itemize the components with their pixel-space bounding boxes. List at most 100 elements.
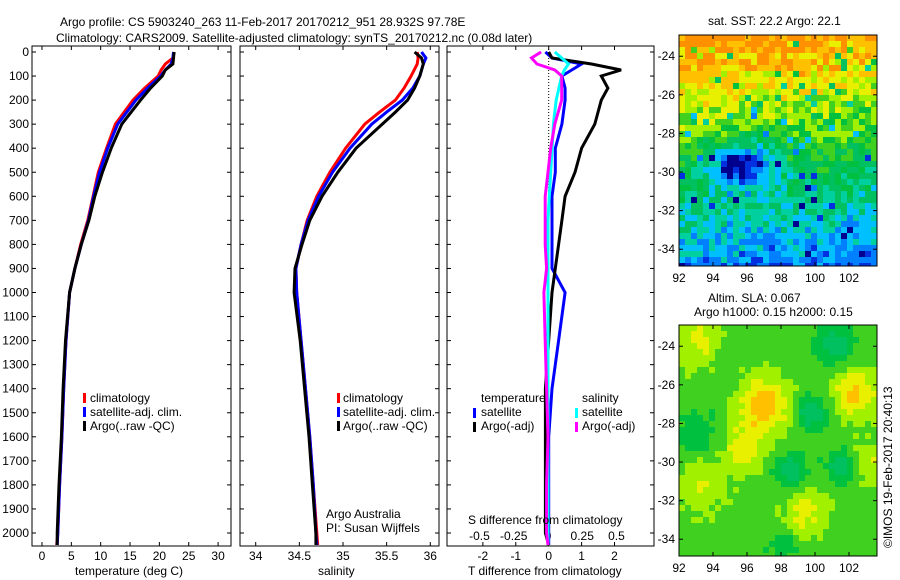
sst-cell <box>691 203 697 209</box>
sst-cell <box>787 251 793 257</box>
sst-cell <box>847 125 853 131</box>
depth-tick-label: 100 <box>9 69 29 83</box>
sst-cell <box>781 137 787 143</box>
sla-cell <box>757 331 763 337</box>
sst-cell <box>745 245 751 251</box>
sla-cell <box>841 361 847 367</box>
sla-cell <box>733 343 739 349</box>
sst-cell <box>853 203 859 209</box>
sst-cell <box>775 257 781 263</box>
sla-cell <box>787 379 793 385</box>
sla-cell <box>793 385 799 391</box>
sst-cell <box>823 179 829 185</box>
sst-cell <box>859 209 865 215</box>
sst-cell <box>721 65 727 71</box>
sla-cell <box>811 547 817 553</box>
sst-cell <box>697 41 703 47</box>
sst-cell <box>787 257 793 263</box>
sst-cell <box>835 227 841 233</box>
sst-cell <box>775 125 781 131</box>
sla-cell <box>865 343 871 349</box>
sla-cell <box>679 391 685 397</box>
lat-tick-label: -26 <box>658 378 676 392</box>
x-tick-label: 35 <box>336 549 350 563</box>
sla-cell <box>751 391 757 397</box>
sla-cell <box>859 463 865 469</box>
sla-cell <box>817 337 823 343</box>
sla-cell <box>721 421 727 427</box>
sla-cell <box>799 499 805 505</box>
sla-cell <box>865 415 871 421</box>
sla-cell <box>817 493 823 499</box>
sst-cell <box>853 59 859 65</box>
sla-cell <box>781 481 787 487</box>
sla-cell <box>745 367 751 373</box>
sla-cell <box>781 349 787 355</box>
sst-cell <box>817 221 823 227</box>
sla-cell <box>715 463 721 469</box>
sst-cell <box>745 101 751 107</box>
sst-cell <box>763 65 769 71</box>
sla-cell <box>691 499 697 505</box>
sst-cell <box>787 155 793 161</box>
sla-cell <box>715 391 721 397</box>
sla-cell <box>739 349 745 355</box>
sst-cell <box>775 83 781 89</box>
sla-cell <box>715 355 721 361</box>
sst-cell <box>859 125 865 131</box>
sla-cell <box>703 553 709 556</box>
sla-cell <box>853 331 859 337</box>
sst-cell <box>853 47 859 53</box>
sla-cell <box>751 475 757 481</box>
sst-cell <box>715 227 721 233</box>
sla-cell <box>751 541 757 547</box>
sla-cell <box>817 481 823 487</box>
sst-cell <box>829 107 835 113</box>
sst-cell <box>709 239 715 245</box>
sla-cell <box>823 409 829 415</box>
sla-cell <box>829 409 835 415</box>
sla-cell <box>751 403 757 409</box>
sla-cell <box>733 397 739 403</box>
sst-cell <box>775 251 781 257</box>
sla-cell <box>751 379 757 385</box>
sst-cell <box>697 155 703 161</box>
sst-cell <box>769 119 775 125</box>
sla-cell <box>751 469 757 475</box>
sla-cell <box>859 385 865 391</box>
sla-cell <box>817 325 823 331</box>
sst-cell <box>691 83 697 89</box>
sla-cell <box>679 505 685 511</box>
sst-cell <box>823 83 829 89</box>
sst-cell <box>823 101 829 107</box>
sst-cell <box>751 41 757 47</box>
sst-cell <box>733 161 739 167</box>
sla-cell <box>793 397 799 403</box>
sla-cell <box>835 355 841 361</box>
sla-cell <box>859 547 865 553</box>
sla-cell <box>739 445 745 451</box>
sst-cell <box>811 119 817 125</box>
sla-cell <box>685 493 691 499</box>
sst-cell <box>715 59 721 65</box>
sst-cell <box>721 35 727 41</box>
sla-cell <box>709 505 715 511</box>
sla-cell <box>871 481 877 487</box>
sst-cell <box>733 125 739 131</box>
sla-cell <box>679 397 685 403</box>
sst-cell <box>799 95 805 101</box>
sst-cell <box>805 209 811 215</box>
sla-cell <box>859 535 865 541</box>
sla-cell <box>793 553 799 556</box>
sst-cell <box>847 143 853 149</box>
sst-cell <box>781 179 787 185</box>
sst-cell <box>871 263 877 266</box>
sst-cell <box>865 161 871 167</box>
sst-cell <box>811 185 817 191</box>
sla-cell <box>691 367 697 373</box>
sla-cell <box>691 445 697 451</box>
sst-cell <box>805 197 811 203</box>
sst-cell <box>703 119 709 125</box>
sla-cell <box>721 331 727 337</box>
sla-cell <box>769 397 775 403</box>
